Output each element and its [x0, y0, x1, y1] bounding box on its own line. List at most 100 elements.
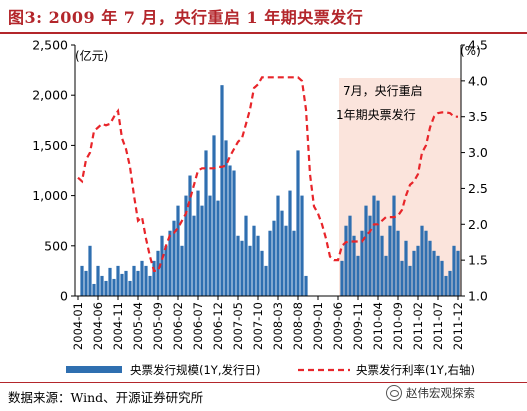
bar [428, 240, 432, 296]
figure-title: 图3: 2009 年 7 月，央行重启 1 年期央票发行 [8, 8, 364, 27]
bar [136, 270, 140, 296]
bar [144, 265, 148, 296]
y-tick-label-left: 2,500 [32, 38, 68, 53]
source-divider [0, 382, 527, 383]
bar [184, 195, 188, 296]
bar [280, 210, 284, 296]
bar [436, 255, 440, 296]
annotation-line-2: 1年期央票发行 [336, 107, 416, 122]
bar [252, 225, 256, 296]
bar [292, 230, 296, 296]
bar [384, 255, 388, 296]
x-tick-label: 2011-02 [411, 302, 425, 350]
bar [208, 195, 212, 296]
watermark-text: 赵伟宏观探索 [406, 386, 475, 400]
y-tick-label-left: 0 [60, 289, 68, 304]
bar [388, 225, 392, 296]
bar [380, 235, 384, 296]
x-tick-label: 2004-01 [71, 302, 85, 350]
source-note: 数据来源：Wind、开源证券研究所 [8, 390, 204, 405]
x-tick-label: 2006-12 [211, 302, 225, 350]
x-tick-label: 2011-12 [451, 302, 465, 350]
y-tick-label-left: 1,500 [32, 138, 68, 153]
bar [124, 270, 128, 296]
title-divider [0, 32, 527, 34]
bar [256, 235, 260, 296]
bar [108, 267, 112, 296]
chart: 0 500 1,000 1,500 2,000 2,500 1.0 1.5 2.0 2.5 3.0 3… [32, 38, 488, 378]
bar [228, 165, 232, 296]
bar [152, 260, 156, 296]
bar [164, 245, 168, 296]
bar [304, 275, 308, 296]
bar [84, 270, 88, 296]
bar [352, 235, 356, 296]
bar [248, 245, 252, 296]
bar [456, 250, 460, 296]
bar [416, 245, 420, 296]
bar [156, 250, 160, 296]
bar [396, 230, 400, 296]
rate-line [77, 76, 458, 272]
y-axis-unit-right: (%) [460, 44, 481, 58]
bar [180, 245, 184, 296]
bar [224, 140, 228, 296]
y-tick-label-right: 3.0 [468, 145, 488, 160]
bar [212, 135, 216, 296]
bar [372, 195, 376, 296]
bar [400, 260, 404, 296]
bar [148, 275, 152, 296]
x-tick-label: 2004-11 [111, 302, 125, 350]
y-tick-label-right: 1.0 [468, 289, 488, 304]
bar [100, 275, 104, 296]
bar [200, 205, 204, 296]
x-tick-label: 2005-04 [131, 302, 145, 350]
legend-bar-label: 央票发行规模(1Y,发行日) [130, 363, 260, 377]
bar [296, 150, 300, 296]
bar [276, 195, 280, 296]
bar [348, 215, 352, 296]
legend-line-label: 央票发行利率(1Y,右轴) [356, 363, 475, 377]
x-tick-label: 2009-06 [331, 302, 345, 350]
bar [424, 230, 428, 296]
bar [392, 195, 396, 296]
bar [364, 205, 368, 296]
annotation-line-1: 7月，央行重启 [343, 84, 423, 98]
bar [116, 265, 120, 296]
bar [176, 205, 180, 296]
y-tick-label-right: 3.5 [468, 109, 488, 124]
bar [444, 275, 448, 296]
bar-series [80, 85, 460, 296]
x-tick-label: 2011-07 [431, 302, 445, 350]
x-tick-label: 2006-07 [191, 302, 205, 350]
y-axis-unit-left: (亿元) [75, 48, 108, 63]
bar [448, 270, 452, 296]
bar [172, 220, 176, 296]
x-tick-label: 2008-08 [291, 302, 305, 350]
bar [160, 235, 164, 296]
bar [268, 230, 272, 296]
bar [272, 220, 276, 296]
y-tick-label-right: 4.5 [468, 38, 488, 53]
bar [344, 225, 348, 296]
y-tick-label-right: 4.0 [468, 73, 488, 88]
bar [452, 245, 456, 296]
bar [140, 260, 144, 296]
bar [408, 265, 412, 296]
bar [192, 215, 196, 296]
bar [204, 150, 208, 296]
y-tick-label-left: 500 [44, 238, 68, 253]
bar [420, 225, 424, 296]
bar [404, 240, 408, 296]
bar [216, 200, 220, 296]
bar [168, 230, 172, 296]
bar [260, 250, 264, 296]
bar [432, 250, 436, 296]
y-tick-label-left: 2,000 [32, 88, 68, 103]
watermark: 赵伟宏观探索 [386, 385, 475, 401]
bar [196, 190, 200, 296]
bar [244, 215, 248, 296]
x-tick-label: 2007-10 [251, 302, 265, 350]
x-tick-label: 2009-01 [311, 302, 325, 350]
